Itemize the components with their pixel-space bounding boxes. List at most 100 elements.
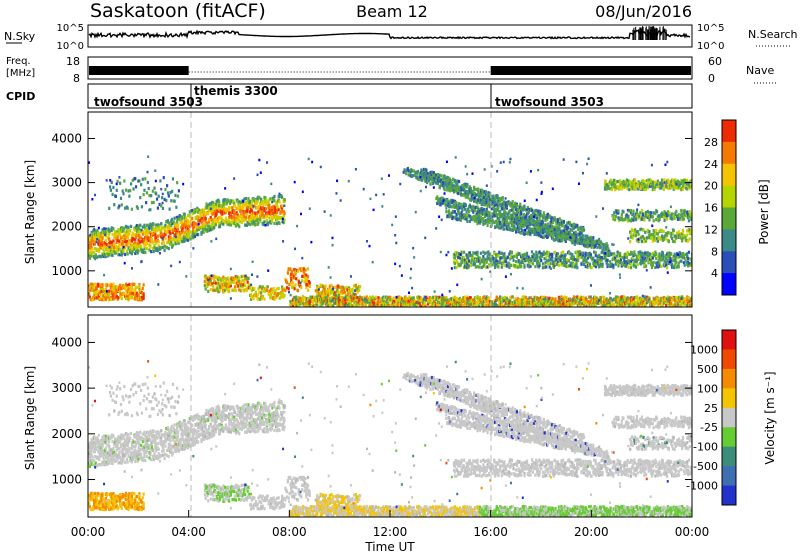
power-echo <box>602 303 605 307</box>
power-echo <box>374 295 378 299</box>
power-echo <box>505 206 508 210</box>
power-echo <box>462 213 466 217</box>
power-echo <box>136 242 139 246</box>
power-echo <box>539 209 542 214</box>
power-echo <box>209 288 212 292</box>
power-echo <box>531 303 534 307</box>
power-echo <box>174 226 177 230</box>
power-echo <box>291 273 295 277</box>
power-echo <box>211 227 214 231</box>
power-echo <box>225 287 228 291</box>
power-echo <box>229 213 232 217</box>
power-echo <box>203 227 206 231</box>
power-echo <box>447 179 450 183</box>
power-echo <box>488 193 492 197</box>
beam-title: Beam 12 <box>356 2 428 21</box>
power-echo <box>91 250 94 255</box>
power-echo <box>429 181 432 185</box>
power-echo <box>498 299 501 303</box>
power-echo <box>138 282 141 287</box>
power-echo <box>492 302 495 306</box>
power-echo <box>255 214 258 219</box>
power-echo <box>126 283 129 288</box>
nsky-trace <box>88 26 691 40</box>
power-echo <box>458 214 461 219</box>
power-echo <box>478 295 482 300</box>
power-echo <box>270 290 274 295</box>
power-echo <box>237 207 240 211</box>
power-echo <box>249 199 252 203</box>
power-echo <box>547 227 550 231</box>
power-echo <box>621 304 624 307</box>
power-echo <box>535 303 538 307</box>
power-echo <box>286 271 290 275</box>
power-echo <box>247 276 250 281</box>
power-echo <box>558 217 561 221</box>
power-echo <box>166 219 170 223</box>
power-echo <box>268 206 271 210</box>
power-echo <box>479 198 482 202</box>
power-echo <box>509 303 513 307</box>
power-echo <box>223 198 227 202</box>
power-echo <box>494 203 497 207</box>
power-echo <box>176 237 180 241</box>
power-echo <box>442 201 445 205</box>
power-echo <box>463 207 467 211</box>
date-title: 08/Jun/2016 <box>595 2 692 21</box>
power-echo <box>93 242 97 246</box>
power-echo <box>453 295 456 299</box>
power-echo <box>287 287 290 291</box>
nsky-line <box>88 28 691 40</box>
power-echo <box>179 235 182 239</box>
power-echo <box>515 219 519 223</box>
power-echo <box>138 179 141 183</box>
power-echo <box>255 201 258 205</box>
power-echo <box>451 301 454 305</box>
power-echo <box>475 212 478 216</box>
power-echo <box>624 300 628 304</box>
power-echo <box>297 280 300 284</box>
power-echo <box>347 292 350 296</box>
power-echo <box>479 194 482 198</box>
power-echo <box>462 303 466 307</box>
power-echo <box>497 201 500 205</box>
power-echo <box>88 248 92 253</box>
power-echo <box>277 208 280 212</box>
power-echo <box>265 207 268 211</box>
power-echo <box>139 223 142 227</box>
power-echo <box>197 219 200 223</box>
power-echo <box>105 254 108 258</box>
power-echo <box>473 208 477 212</box>
power-echo <box>555 219 558 223</box>
power-echo <box>337 293 341 297</box>
power-echo <box>351 304 354 307</box>
power-echo <box>118 239 121 243</box>
power-echo <box>239 280 243 284</box>
power-echo <box>242 201 245 206</box>
power-echo <box>143 188 146 192</box>
power-echo <box>582 303 586 307</box>
power-echo <box>675 296 678 300</box>
power-echo <box>204 220 207 224</box>
power-echo <box>176 227 180 231</box>
power-echo <box>478 194 481 198</box>
power-echo <box>223 276 227 280</box>
power-echo <box>204 287 207 291</box>
power-echo <box>265 288 269 292</box>
power-echo <box>485 195 488 199</box>
power-echo <box>494 303 498 307</box>
power-echo <box>553 225 556 229</box>
power-echo <box>134 297 137 301</box>
power-echo <box>219 280 222 284</box>
power-echo <box>401 299 404 303</box>
power-echo <box>652 300 655 304</box>
power-echo <box>123 226 126 230</box>
power-echo <box>143 223 146 227</box>
power-echo <box>461 206 464 210</box>
power-echo <box>256 296 259 301</box>
power-echo <box>202 228 205 232</box>
power-echo <box>627 300 630 305</box>
power-echo <box>411 301 415 305</box>
power-echo <box>203 283 206 288</box>
power-echo <box>275 222 279 226</box>
